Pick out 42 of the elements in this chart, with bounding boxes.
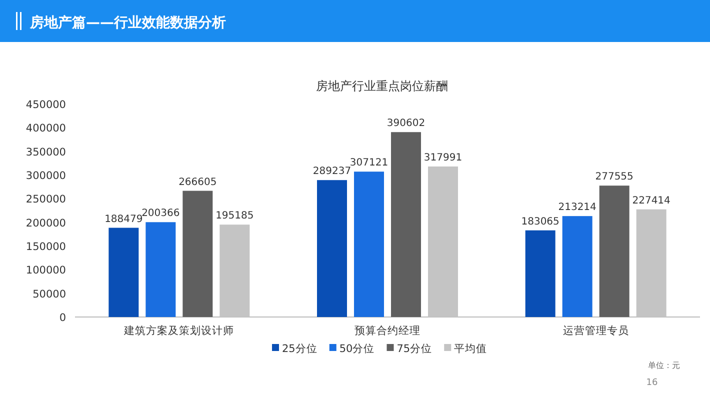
data-label: 200366 <box>142 208 180 220</box>
data-label: 195185 <box>216 210 254 222</box>
bar <box>562 216 592 317</box>
y-tick-label: 400000 <box>26 122 66 135</box>
x-tick-label: 预算合约经理 <box>354 324 420 337</box>
chart-title: 房地产行业重点岗位薪酬 <box>316 79 448 93</box>
text: 16 <box>646 378 658 388</box>
bar <box>317 180 347 317</box>
y-tick-label: 450000 <box>26 99 66 111</box>
bar <box>599 186 630 317</box>
data-label: 317991 <box>424 152 462 164</box>
data-label: 213214 <box>558 202 596 214</box>
y-tick-label: 300000 <box>26 170 66 182</box>
bar <box>391 132 421 317</box>
data-label: 188479 <box>104 214 143 225</box>
bar <box>146 222 176 317</box>
legend-label: 平均值 <box>454 343 488 355</box>
data-label: 307121 <box>350 158 388 169</box>
data-label: 390602 <box>386 118 426 130</box>
data-label: 277555 <box>595 172 634 183</box>
text: 单位：元 <box>648 361 680 370</box>
data-label: 266605 <box>178 176 217 188</box>
legend-label: 75分位 <box>396 343 432 355</box>
bar <box>108 228 139 317</box>
y-tick-label: 50000 <box>32 288 66 300</box>
y-tick-label: 150000 <box>26 241 66 253</box>
x-tick-label: 运营管理专员 <box>562 324 629 337</box>
data-label: 183065 <box>521 216 560 228</box>
y-tick-label: 200000 <box>26 217 66 230</box>
x-tick-label: 建筑方案及策划设计师 <box>123 324 234 337</box>
bar <box>354 172 384 317</box>
data-label: 227414 <box>632 195 670 206</box>
bar <box>182 190 213 317</box>
y-tick-label: 350000 <box>26 146 66 158</box>
legend-label: 25分位 <box>282 343 318 355</box>
y-tick-label: 250000 <box>26 194 66 206</box>
y-tick-label: 100000 <box>26 264 66 277</box>
bar <box>525 230 556 317</box>
data-label: 289237 <box>312 166 352 178</box>
text: 房地产篇——行业效能数据分析 <box>29 14 226 31</box>
legend-label: 50分位 <box>339 343 375 355</box>
y-tick-label: 0 <box>59 312 66 324</box>
